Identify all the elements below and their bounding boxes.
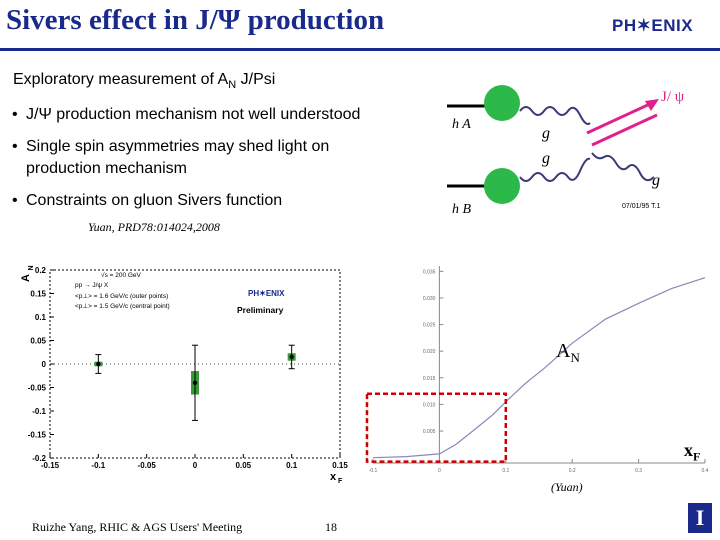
title-bar: Sivers effect in J/Ψ production PH✶ENIX xyxy=(0,0,720,51)
left-x-tick-label: -0.15 xyxy=(41,461,60,470)
gluon-fusion-diagram: h A h B g g g J/ ψ 07/01/95 T.1 xyxy=(447,85,685,217)
university-logo: I xyxy=(688,503,712,533)
left-x-tick-label: 0.15 xyxy=(332,461,348,470)
bullet-2: • Single spin asymmetries may shed light … xyxy=(12,138,330,177)
left-y-axis-sub: N xyxy=(28,265,35,270)
right-an-main: A xyxy=(556,340,571,362)
left-y-tick-label: 0 xyxy=(42,360,47,369)
gluon-b-label: g xyxy=(542,150,550,167)
left-y-tick-label: -0.1 xyxy=(32,407,46,416)
right-x-tick-label: 0.3 xyxy=(635,468,642,474)
right-an-sub: N xyxy=(570,350,580,365)
left-x-axis-label: x xyxy=(330,471,337,483)
right-y-tick-label: 0.010 xyxy=(423,402,436,408)
right-x-tick-label: 0.1 xyxy=(502,468,509,474)
right-x-tick-label: -0.1 xyxy=(369,468,378,474)
left-annotation: √s = 200 GeV xyxy=(101,271,142,279)
bullet-1: • J/Ψ production mechanism not well under… xyxy=(12,106,361,123)
left-x-tick-label: 0 xyxy=(193,461,198,470)
an-theory-chart: 0.035 0.030 0.025 0.020 0.015 0.010 0.005 -0.1 0… xyxy=(365,266,709,474)
right-x-tick-label: 0.4 xyxy=(702,468,709,474)
ha-label: h A xyxy=(452,117,471,132)
gluon-out-line xyxy=(591,152,655,182)
left-y-tick-label: 0.2 xyxy=(35,266,47,275)
jpsi-arrow-1 xyxy=(586,101,653,135)
hb-label: h B xyxy=(452,202,472,217)
phenix-logo: PH✶ENIX xyxy=(612,16,694,35)
jpsi-arrow-2 xyxy=(591,113,658,147)
jpsi-arrowhead xyxy=(645,99,659,111)
left-y-tick-label: -0.05 xyxy=(28,384,47,393)
left-data-point xyxy=(192,380,198,385)
right-y-tick-label: 0.005 xyxy=(423,429,436,435)
proton-b-dot xyxy=(484,168,520,204)
left-data-point xyxy=(96,361,101,367)
left-y-tick-label: -0.15 xyxy=(28,431,47,440)
right-y-tick-label: 0.030 xyxy=(423,296,436,302)
left-y-tick-label: -0.2 xyxy=(32,454,46,463)
bullet-3-text: Constraints on gluon Sivers function xyxy=(26,192,283,209)
proton-a-dot xyxy=(484,85,520,121)
subtitle-sub: N xyxy=(228,79,237,92)
subtitle-pre: Exploratory measurement of A xyxy=(13,71,229,88)
left-annotation: PH✶ENIX xyxy=(248,289,285,298)
left-annotation: <p⊥> = 1.6 GeV/c (outer points) xyxy=(75,293,168,300)
subtitle: Exploratory measurement of AN J/Psi xyxy=(13,71,275,91)
right-highlight-box xyxy=(365,392,508,463)
right-y-tick-label: 0.015 xyxy=(423,376,436,382)
right-an-label: AN xyxy=(556,340,580,366)
left-y-tick-label: 0.15 xyxy=(30,290,46,299)
right-x-tick-label: 0.2 xyxy=(569,468,576,474)
bullet-1-text: J/Ψ production mechanism not well unders… xyxy=(26,106,361,123)
gluon-a-label: g xyxy=(542,125,550,142)
left-data-point xyxy=(289,354,294,360)
right-xf-main: x xyxy=(684,440,693,460)
right-xf-sub: F xyxy=(693,449,701,464)
left-annotation: <p⊥> = 1.5 GeV/c (central point) xyxy=(75,303,170,310)
bullet-2-text: Single spin asymmetries may shed light o… xyxy=(26,138,330,155)
right-y-tick-label: 0.035 xyxy=(423,269,436,275)
bullet-2-text-cont: production mechanism xyxy=(26,160,187,177)
an-measurement-chart: 0.20.150.10.050-0.05-0.1-0.15-0.2-0.15 -0… xyxy=(20,265,348,485)
left-y-tick-label: 0.1 xyxy=(35,313,47,322)
bullet-3: • Constraints on gluon Sivers function xyxy=(12,192,283,209)
left-annotation: Preliminary xyxy=(237,305,284,315)
theory-source: (Yuan) xyxy=(551,480,583,494)
left-x-tick-label: 0.1 xyxy=(286,461,298,470)
left-y-tick-label: 0.05 xyxy=(30,337,46,346)
diagram-stamp: 07/01/95 T.1 xyxy=(622,203,661,210)
gluon-a-line xyxy=(519,106,591,125)
right-x-tick-label: 0 xyxy=(438,468,441,474)
left-x-tick-label: 0.05 xyxy=(236,461,252,470)
citation: Yuan, PRD78:014024,2008 xyxy=(88,220,220,234)
page-number: 18 xyxy=(325,520,337,534)
right-theory-curve xyxy=(372,277,706,459)
footer-text: Ruizhe Yang, RHIC & AGS Users' Meeting xyxy=(32,520,243,534)
right-y-tick-label: 0.020 xyxy=(423,349,436,355)
title-rule xyxy=(0,48,720,51)
jpsi-label: J/ ψ xyxy=(661,89,685,105)
left-x-tick-label: -0.05 xyxy=(138,461,157,470)
right-xf-label: xF xyxy=(684,440,700,465)
left-x-tick-label: -0.1 xyxy=(91,461,105,470)
slide-title: Sivers effect in J/Ψ production xyxy=(6,4,385,36)
left-annotation: pp → J/ψ X xyxy=(75,282,109,289)
left-y-axis-label: A xyxy=(20,274,32,282)
subtitle-post: J/Psi xyxy=(236,71,276,88)
left-x-axis-sub: F xyxy=(338,478,343,485)
gluon-b-line xyxy=(519,157,591,182)
right-y-tick-label: 0.025 xyxy=(423,323,436,329)
gluon-out-label: g xyxy=(652,172,660,189)
